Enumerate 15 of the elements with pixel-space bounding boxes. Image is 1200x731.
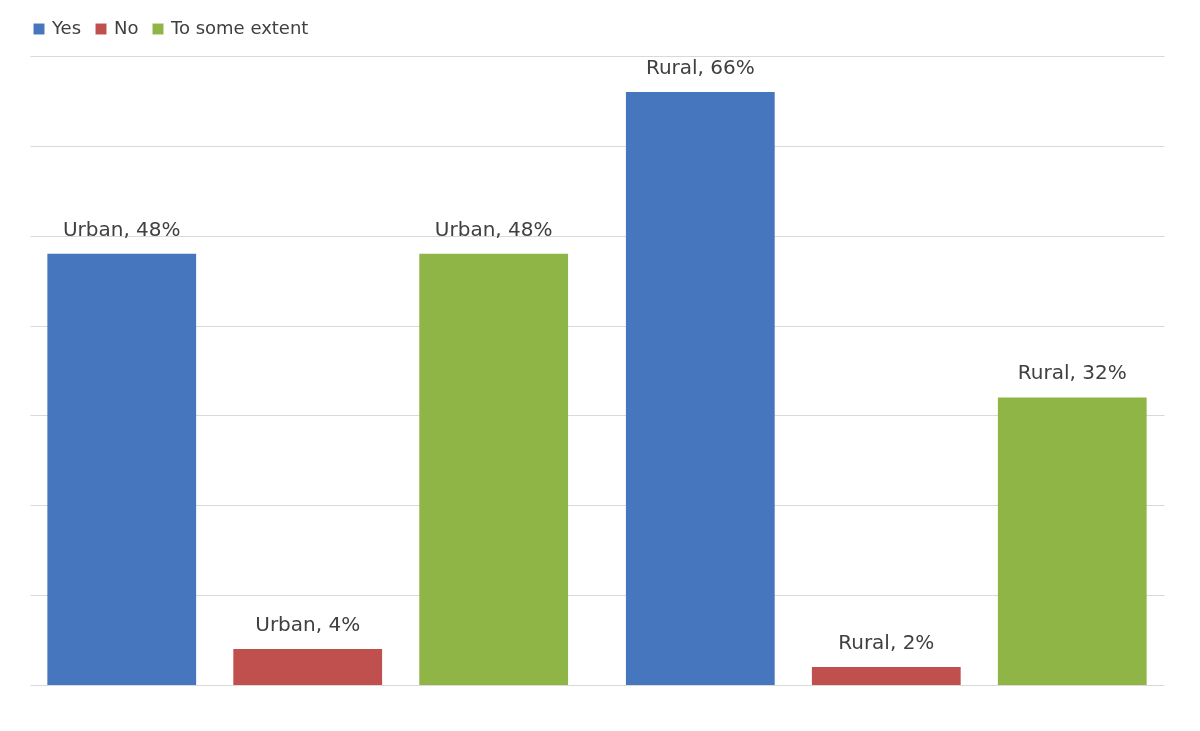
bar xyxy=(811,667,961,685)
legend-label: Yes xyxy=(51,17,82,38)
bar xyxy=(233,649,383,685)
bar xyxy=(47,253,197,685)
bar xyxy=(625,91,775,685)
data-label: Urban, 48% xyxy=(62,216,181,241)
data-label: Urban, 48% xyxy=(434,216,553,241)
data-label: Rural, 2% xyxy=(838,630,935,655)
legend-label: No xyxy=(114,17,139,38)
bar xyxy=(419,253,569,685)
bar xyxy=(997,397,1147,685)
legend-label: To some extent xyxy=(170,17,309,38)
data-label: Rural, 66% xyxy=(645,54,755,79)
data-label: Urban, 4% xyxy=(255,612,361,637)
data-label: Rural, 32% xyxy=(1017,360,1127,385)
